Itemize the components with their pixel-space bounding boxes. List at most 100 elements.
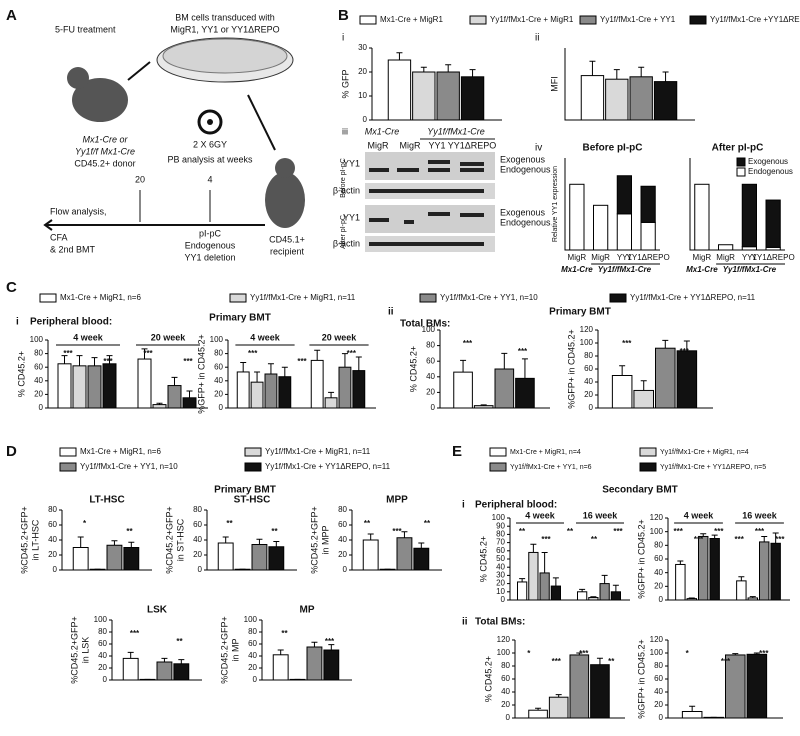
group-label: 16 week [742,510,778,520]
recipient-mouse [265,172,305,228]
sublabel: iii [342,126,348,136]
y-tick-label: 20 [34,390,43,399]
recipient-mouse-head [275,158,295,178]
error-bar [61,355,68,364]
bar [310,359,324,409]
y-axis-label: %GFP+ in CD45.2+ [196,334,206,414]
error-bar [91,357,98,366]
sublabel: i [342,33,344,44]
y-tick-label: 40 [48,535,57,544]
error-bar [738,576,745,581]
legend-label: Exogenous [748,157,788,166]
y-tick-label: 0 [39,403,44,412]
group-label: 20 week [322,332,358,342]
error-bar [254,371,261,383]
y-tick-label: 40 [338,535,347,544]
y-axis-label: %CD45.2+GFP+ [69,616,79,684]
y-tick-label: 80 [48,505,57,514]
y-tick-label: 100 [650,527,664,536]
y-tick-label: 100 [650,648,664,657]
arrow [127,61,151,81]
y-tick-label: 120 [650,513,664,522]
legend-label: Yy1f/fMx1-Cre + YY1, n=10 [440,293,538,302]
bar [580,75,605,121]
y-tick-label: 40 [214,376,223,385]
y-axis-label: % CD45.2+ [483,656,493,702]
y-axis-label: %CD45.2+GFP+ [309,506,319,574]
bands [369,160,484,246]
significance: *** [755,527,765,536]
error-bar [171,376,178,386]
error-bar [111,540,118,546]
significance: *** [63,349,73,358]
y-tick-label: 90 [496,521,505,530]
bar [590,664,610,719]
bar [548,696,569,719]
y-tick-label: 60 [48,520,57,529]
bar-segment [640,185,656,223]
bar [633,389,654,409]
y-axis-label: %GFP+ in CD45.2+ [636,639,646,719]
legend-label: Mx1-Cre + MigR1, n=6 [60,293,141,302]
bar [362,539,379,571]
significance: *** [347,349,357,358]
label: 2 X 6GY [193,139,227,149]
error-bar [314,349,321,361]
y-axis-label: in MPP [320,525,330,554]
legend-label: Yy1f/fMx1-Cre + YY1ΔREPO, n=5 [660,464,766,471]
error-bar [469,69,476,77]
significance: ** [608,657,615,666]
y-tick-label: 40 [34,376,43,385]
y-tick-label: 100 [497,648,511,657]
bar [676,350,698,409]
bar [236,371,250,409]
legend-label: Yy1f/fMx1-Cre + MigR1 [490,15,574,24]
y-tick-label: 50 [496,554,505,563]
y-tick-label: 80 [338,505,347,514]
bar [605,78,629,121]
x-tick-label: MigR [568,253,587,262]
significance: *** [130,629,140,638]
error-bar [761,535,768,542]
y-tick-label: 0 [363,115,368,124]
y-tick-label: 100 [492,513,506,522]
legend-label: Yy1f/fMx1-Cre + MigR1, n=4 [660,449,749,456]
y-tick-label: 20 [426,388,435,397]
error-bar [141,348,148,360]
bar [278,376,292,409]
bar [264,373,278,409]
bar-segment [640,221,656,251]
significance: *** [518,347,528,356]
sublabel: iv [535,143,542,154]
y-tick-label: 0 [659,713,664,722]
group-label: Mx1-Cre [686,265,718,274]
y-tick-label: 0 [53,565,58,574]
y-tick-label: 60 [496,546,505,555]
error-bar [156,402,163,405]
error-bar [576,652,583,655]
error-bar [367,533,374,540]
error-bar [612,584,619,592]
band-label: Endogenous [500,164,551,174]
x-tick-label: YY1 [617,253,633,262]
error-bar [328,644,335,650]
y-tick-label: 0 [659,595,664,604]
error-bar [460,359,467,373]
error-bar [662,71,669,82]
lane: YY1 [428,140,445,150]
y-tick-label: 100 [94,615,108,624]
label: Endogenous [185,240,236,250]
y-axis-label: in ST-HSC [175,518,185,561]
error-bar [683,340,690,351]
significance: * [686,649,690,658]
bar [686,598,697,601]
y-tick-label: 60 [426,356,435,365]
bar [747,597,758,601]
y-tick-label: 40 [98,651,107,660]
error-bar [401,531,408,538]
bar [611,375,633,409]
western-blot: iii Mx1-Cre Yy1f/fMx1-Cre MigR MigR YY1 … [333,126,551,252]
error-bar [749,596,756,598]
bar [123,547,140,571]
panel-label: B [338,7,349,24]
